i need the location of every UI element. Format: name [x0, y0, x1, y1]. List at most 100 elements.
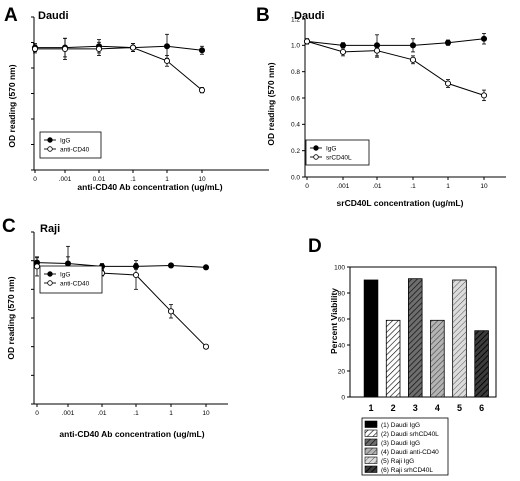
x-tick-label: .01 — [97, 410, 106, 417]
x-tick-label: 0 — [33, 176, 37, 183]
y-tick-label: 80 — [338, 291, 346, 298]
y-tick-label: 20 — [338, 369, 346, 376]
y-tick-label: 0.2 — [291, 148, 300, 155]
legend-label: (1) Daudi IgG — [381, 422, 420, 429]
legend-label: IgG — [60, 271, 70, 278]
x-tick-label: 4 — [435, 403, 440, 413]
legend-marker — [47, 137, 53, 143]
bar — [452, 279, 467, 398]
y-tick-label: 0.8 — [291, 69, 300, 76]
legend — [39, 131, 102, 159]
legend-swatch — [364, 429, 378, 437]
legend — [39, 265, 103, 294]
legend-marker — [47, 280, 53, 286]
data-point — [373, 47, 381, 54]
legend-label: anti-CD40 — [60, 146, 90, 153]
bar — [474, 330, 489, 398]
legend-swatch — [364, 456, 378, 464]
x-tick-label: 2 — [391, 403, 396, 413]
x-tick-label: 1 — [446, 183, 450, 190]
x-tick-label: .001 — [337, 183, 350, 190]
legend-marker — [313, 145, 319, 151]
x-tick-label: 1 — [165, 176, 169, 183]
legend-swatch — [364, 465, 378, 473]
panel-letter: C — [2, 216, 16, 237]
bar — [385, 319, 401, 398]
data-point — [163, 57, 171, 64]
series-line-1 — [306, 40, 485, 96]
panel-b: B Daudi OD reading (570 nm) srCD40L conc… — [256, 5, 506, 208]
x-tick-label: 5 — [457, 403, 462, 413]
y-tick-label: 40 — [338, 343, 346, 350]
legend-marker — [313, 154, 319, 160]
legend-label: IgG — [60, 137, 70, 144]
data-point — [303, 38, 311, 45]
x-tick-label: .1 — [410, 183, 416, 190]
y-tick-label: 60 — [338, 317, 346, 324]
x-tick-label: 0 — [305, 183, 309, 190]
panel-letter: A — [4, 5, 18, 26]
data-point — [198, 47, 206, 54]
x-tick-label: 0 — [35, 410, 39, 417]
legend-label: (5) Raji IgG — [381, 458, 414, 465]
x-axis-title: srCD40L concentration (ug/mL) — [337, 198, 464, 208]
y-axis-title: OD reading (570 nm) — [266, 62, 276, 145]
y-axis-title: Percent Viability — [329, 288, 339, 354]
x-tick-label: 1 — [169, 410, 173, 417]
panel-title: Daudi — [294, 10, 325, 22]
data-point — [61, 45, 69, 52]
panel-a: A Daudi OD reading (570 nm) anti-CD40 Ab… — [4, 5, 269, 192]
x-tick-label: 1 — [369, 403, 374, 413]
panel-title: Daudi — [38, 10, 69, 22]
x-tick-label: .001 — [59, 176, 72, 183]
x-tick-label: .1 — [130, 176, 136, 183]
data-point — [167, 262, 175, 269]
legend-swatch — [364, 438, 378, 446]
series-line-0 — [35, 45, 203, 51]
panel-letter: D — [308, 236, 322, 257]
data-point — [132, 271, 140, 279]
bar — [430, 319, 445, 398]
bar — [407, 278, 423, 398]
panel-letter: B — [256, 5, 270, 26]
data-point — [167, 308, 175, 315]
data-point — [31, 45, 39, 52]
legend-label: (3) Daudi IgG — [381, 440, 420, 447]
data-point — [202, 264, 210, 271]
x-tick-label: 10 — [480, 183, 488, 190]
data-point — [198, 87, 206, 94]
x-tick-label: .1 — [133, 410, 139, 417]
data-point — [339, 42, 347, 49]
y-tick-label: 100 — [334, 265, 345, 272]
legend-label: (6) Raji srhCD40L — [381, 467, 433, 474]
legend-label: IgG — [326, 145, 336, 152]
plot-frame — [349, 266, 497, 398]
x-tick-label: 10 — [202, 410, 210, 417]
data-point — [129, 44, 137, 51]
x-axis-title: anti-CD40 Ab concentration (ug/mL) — [77, 182, 222, 192]
x-tick-label: .01 — [372, 183, 381, 190]
series-line-0 — [36, 262, 207, 268]
legend-label: anti-CD40 — [60, 280, 90, 287]
x-tick-label: 10 — [198, 176, 206, 183]
y-tick-label: 0 — [341, 395, 345, 402]
series-line-0 — [306, 38, 485, 46]
y-tick-label: 1.0 — [291, 43, 300, 50]
legend-label: (4) Daudi anti-CD40 — [381, 449, 439, 456]
legend-marker — [47, 146, 53, 152]
legend-label: srCD40L — [326, 154, 352, 161]
data-point — [444, 80, 452, 87]
y-tick-label: 0.0 — [291, 174, 300, 181]
data-point — [95, 45, 103, 52]
data-point — [163, 43, 171, 50]
data-point — [202, 343, 210, 350]
legend-swatch — [364, 420, 378, 428]
panel-d: D Percent Viability 0 20 40 60 80 100 1 2 3 4 5 6 (1… — [308, 236, 497, 476]
panel-c: C Raji OD reading (570 nm) anti-CD40 Ab … — [2, 216, 228, 439]
series-line-1 — [35, 47, 203, 91]
x-tick-label: 6 — [479, 403, 484, 413]
y-axis-title: OD reading (570 nm) — [7, 64, 17, 147]
y-axis-title: OD reading (570 nm) — [6, 276, 16, 359]
x-tick-label: .001 — [62, 410, 75, 417]
